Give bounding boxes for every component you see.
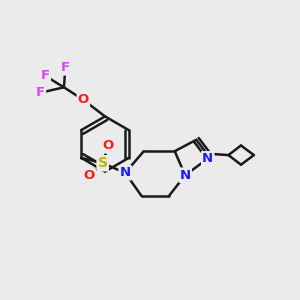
Text: F: F <box>41 69 50 82</box>
Text: N: N <box>180 169 191 182</box>
Text: S: S <box>98 156 108 170</box>
Text: F: F <box>36 86 45 99</box>
Text: N: N <box>120 166 131 179</box>
Text: N: N <box>202 152 213 165</box>
Text: N: N <box>120 166 131 179</box>
Text: O: O <box>78 93 89 106</box>
Text: O: O <box>103 139 114 152</box>
Text: S: S <box>98 156 108 170</box>
Text: O: O <box>78 93 89 106</box>
Text: O: O <box>84 169 95 182</box>
Text: O: O <box>103 139 114 152</box>
Text: F: F <box>61 61 70 74</box>
Text: F: F <box>41 69 50 82</box>
Text: N: N <box>202 152 213 165</box>
Text: O: O <box>84 169 95 182</box>
Text: N: N <box>180 169 191 182</box>
Text: F: F <box>61 61 70 74</box>
Text: F: F <box>36 86 45 99</box>
